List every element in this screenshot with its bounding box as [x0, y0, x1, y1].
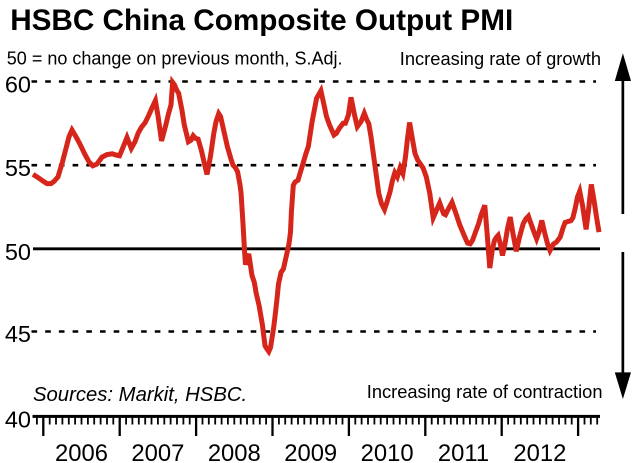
svg-text:60: 60 — [5, 72, 31, 98]
svg-text:2006: 2006 — [55, 440, 108, 463]
svg-text:2009: 2009 — [284, 440, 337, 463]
svg-text:50 = no change on previous mon: 50 = no change on previous month, S.Adj. — [7, 49, 343, 69]
svg-text:2012: 2012 — [513, 440, 566, 463]
svg-text:2008: 2008 — [208, 440, 261, 463]
svg-text:55: 55 — [5, 155, 31, 181]
svg-text:Sources: Markit, HSBC.: Sources: Markit, HSBC. — [33, 384, 247, 406]
svg-text:Increasing rate of growth: Increasing rate of growth — [400, 48, 601, 69]
svg-text:40: 40 — [5, 406, 31, 432]
svg-text:2011: 2011 — [438, 440, 489, 463]
svg-text:50: 50 — [5, 239, 31, 265]
svg-text:2010: 2010 — [361, 440, 414, 463]
svg-text:45: 45 — [5, 321, 31, 347]
svg-text:2007: 2007 — [131, 440, 184, 463]
svg-text:Increasing rate of contraction: Increasing rate of contraction — [367, 381, 603, 402]
svg-text:HSBC China Composite Output PM: HSBC China Composite Output PMI — [10, 4, 513, 37]
